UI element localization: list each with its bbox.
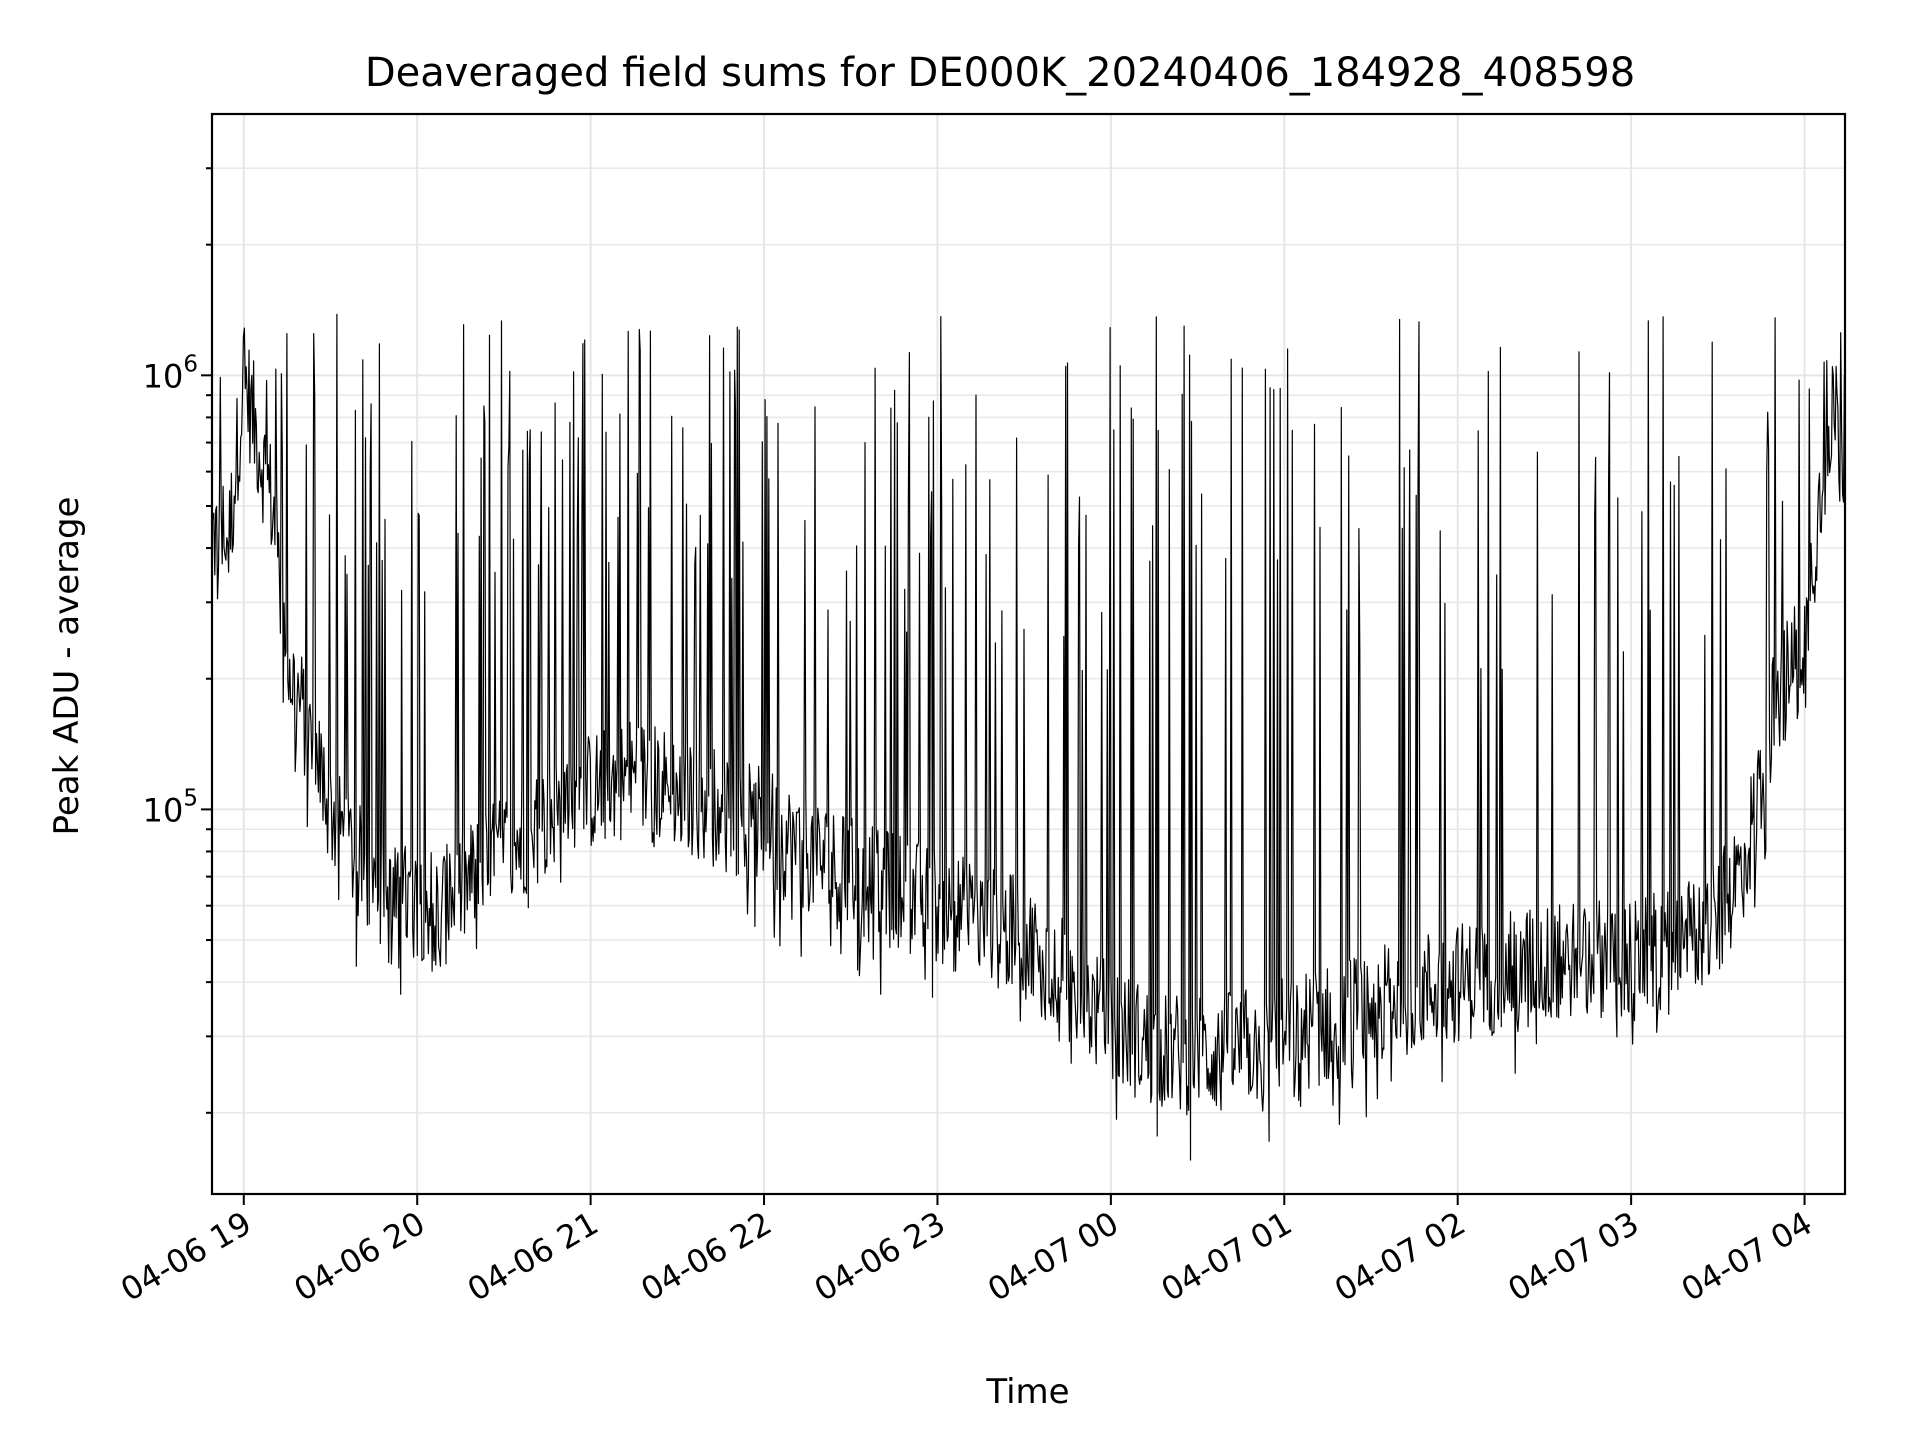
x-tick-label: 04-06 23: [808, 1204, 952, 1309]
x-tick-label: 04-07 00: [981, 1204, 1125, 1309]
series-line: [212, 313, 1845, 1161]
x-tick-label: 04-06 22: [634, 1204, 778, 1309]
plot-frame: [210, 112, 1847, 1196]
x-axis-label: Time: [985, 1372, 1069, 1412]
x-tick-label: 04-07 01: [1155, 1204, 1299, 1309]
x-tick-label: 04-07 02: [1328, 1204, 1472, 1309]
y-axis-label: Peak ADU - average: [47, 497, 87, 836]
x-tick-label: 04-06 19: [114, 1204, 258, 1309]
x-tick-label: 04-06 20: [288, 1204, 432, 1309]
chart-title: Deaveraged field sums for DE000K_2024040…: [365, 50, 1635, 96]
y-tick-label: 105: [143, 785, 198, 829]
x-tick-label: 04-06 21: [461, 1204, 605, 1309]
x-axis: 04-06 19 04-06 20 04-06 21 04-06 22 04-06 23…: [114, 1194, 1819, 1309]
x-tick-label: 04-07 04: [1675, 1204, 1819, 1309]
y-tick-label: 106: [143, 351, 198, 395]
x-tick-label: 04-07 03: [1502, 1204, 1646, 1309]
y-axis: 105 106: [143, 167, 212, 1114]
